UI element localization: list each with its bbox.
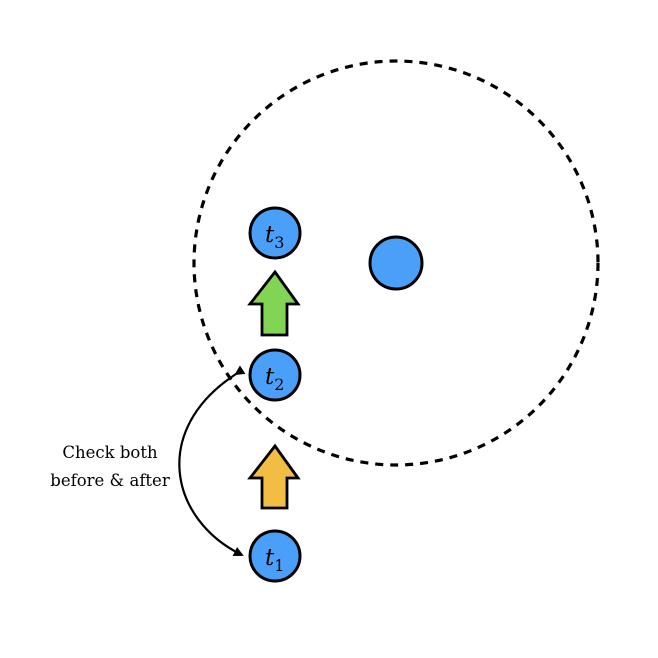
node-t3-label: t3 xyxy=(265,222,284,252)
node-t3-subscript: 3 xyxy=(274,233,284,252)
node-t2-subscript: 2 xyxy=(274,375,284,394)
node-t1: t1 xyxy=(248,529,302,583)
node-t1-circle xyxy=(248,529,302,583)
node-t2-label: t2 xyxy=(265,364,284,394)
check-curved-arrow xyxy=(178,365,246,556)
node-t3-base: t xyxy=(265,222,275,248)
node-t1-label: t1 xyxy=(265,545,284,575)
node-t1-base: t xyxy=(265,545,275,571)
range-circle xyxy=(192,59,600,467)
node-t2-base: t xyxy=(265,364,275,390)
green-up-arrow xyxy=(247,269,301,337)
node-t3-circle xyxy=(248,206,302,260)
annotation-line-1: Check both xyxy=(62,443,158,462)
node-t2: t2 xyxy=(248,348,302,402)
obstacle-dot xyxy=(368,235,424,291)
annotation-line-2: before & after xyxy=(50,471,170,490)
node-t2-circle xyxy=(248,348,302,402)
yellow-up-arrow xyxy=(247,443,301,510)
node-t3: t3 xyxy=(248,206,302,260)
node-t1-subscript: 1 xyxy=(274,556,284,575)
